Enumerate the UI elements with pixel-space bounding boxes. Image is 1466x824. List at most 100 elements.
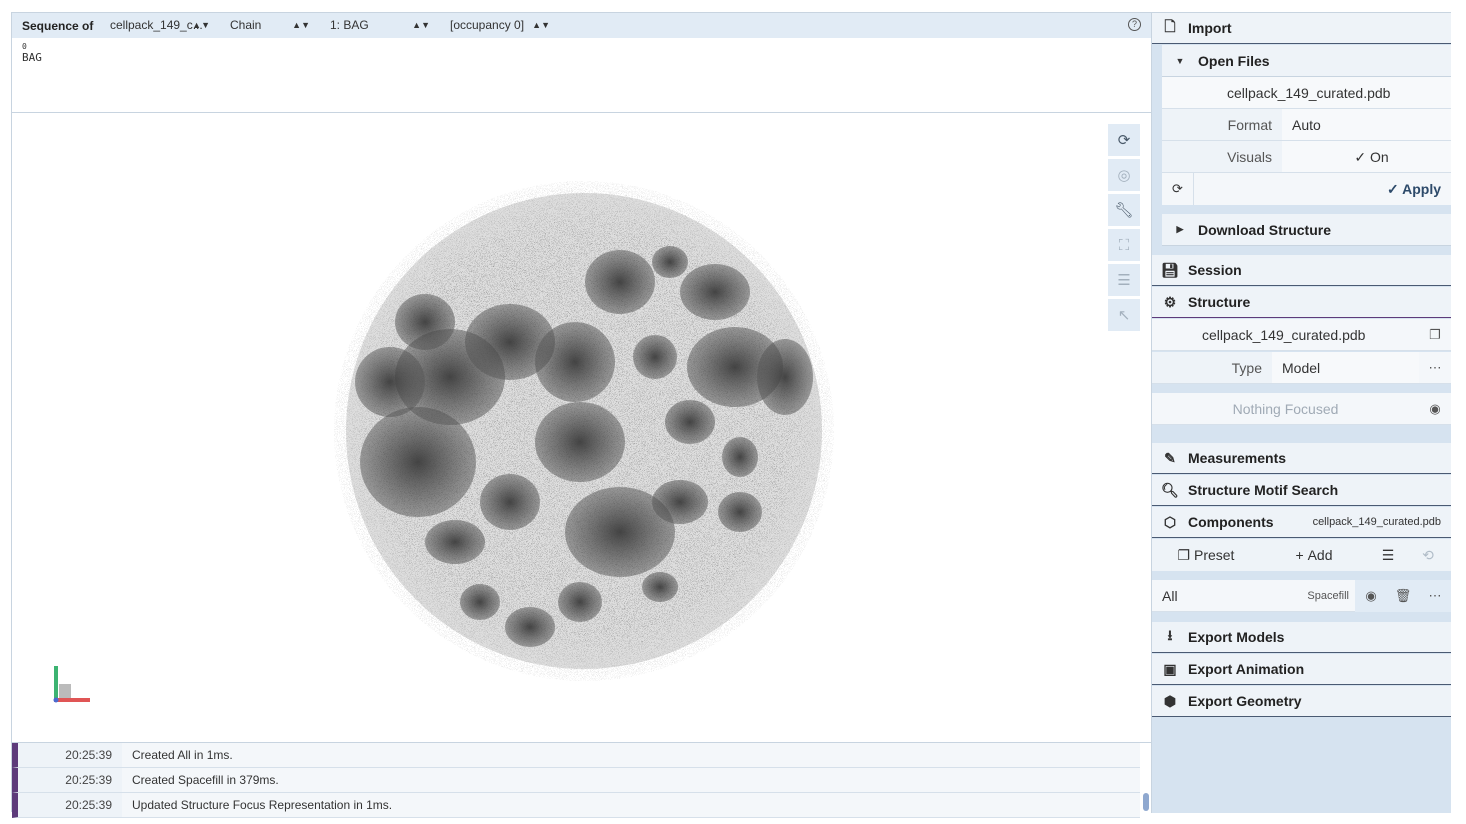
components-file: cellpack_149_curated.pdb xyxy=(1312,516,1441,528)
log-entry: 20:25:39 Created All in 1ms. xyxy=(12,743,1140,768)
add-button[interactable]: + Add xyxy=(1260,539,1368,571)
save-icon: 💾︎ xyxy=(1161,261,1179,278)
viewport-controls: ⟳ ◎ 🔧︎ ⛶ ☰ ↖ xyxy=(1108,124,1140,334)
focus-status: Nothing Focused xyxy=(1232,400,1339,417)
residue-label[interactable]: BAG xyxy=(22,51,42,64)
sequence-panel: Sequence of cellpack_149_c... ▲▼ Chain ▲▼ … xyxy=(12,13,1151,113)
help-icon[interactable]: ? xyxy=(1128,18,1141,31)
chain-select[interactable]: Chain ▲▼ xyxy=(220,13,310,38)
gear-icon: ⚙ xyxy=(1163,293,1177,310)
download-structure-header[interactable]: ▶ Download Structure xyxy=(1162,214,1451,246)
file-icon: 🗋 xyxy=(1164,18,1176,34)
visuals-label: Visuals xyxy=(1162,141,1282,172)
open-files-header[interactable]: ▼ Open Files xyxy=(1162,45,1451,77)
focus-icon[interactable]: ◉ xyxy=(1429,400,1441,416)
add-label: Add xyxy=(1307,547,1333,563)
search-icon: 🔍︎ xyxy=(1161,481,1179,498)
log-entry: 20:25:39 Created Spacefill in 379ms. xyxy=(12,768,1140,793)
3d-viewport[interactable]: ⟳ ◎ 🔧︎ ⛶ ☰ ↖ xyxy=(12,114,1151,742)
session-title: Session xyxy=(1188,262,1242,278)
component-item-all[interactable]: All Spacefill ◉ 🗑︎ ⋯ xyxy=(1152,579,1451,612)
type-label: Type xyxy=(1152,352,1272,383)
check-icon: ✓ xyxy=(1354,149,1370,165)
log-time: 20:25:39 xyxy=(65,798,112,812)
more-options-icon[interactable]: ⋯ xyxy=(1419,579,1451,612)
preset-label: Preset xyxy=(1193,547,1235,563)
download-structure-title: Download Structure xyxy=(1198,221,1332,238)
type-value[interactable]: Model xyxy=(1272,352,1419,383)
refresh-icon[interactable]: ⟳ xyxy=(1162,173,1194,205)
select-arrows-icon: ▲▼ xyxy=(192,20,210,30)
trash-icon[interactable]: 🗑︎ xyxy=(1387,579,1419,612)
more-options-icon[interactable]: ⋯ xyxy=(1428,359,1442,375)
log-time: 20:25:39 xyxy=(65,748,112,762)
reset-camera-icon[interactable]: ⟳ xyxy=(1108,124,1140,156)
open-file-row[interactable]: cellpack_149_curated.pdb xyxy=(1162,77,1451,109)
screenshot-icon[interactable]: ◎ xyxy=(1108,159,1140,191)
film-icon: ▣ xyxy=(1163,660,1177,677)
log-panel: 20:25:39 Created All in 1ms. 20:25:39 Cr… xyxy=(12,742,1151,818)
sequence-toolbar: Sequence of cellpack_149_c... ▲▼ Chain ▲▼ … xyxy=(12,13,1151,38)
structure-file-name: cellpack_149_curated.pdb xyxy=(1202,326,1366,343)
components-header[interactable]: ⬡ Components cellpack_149_curated.pdb xyxy=(1152,507,1451,538)
visuals-row: Visuals ✓ On xyxy=(1162,141,1451,173)
log-scrollbar[interactable] xyxy=(1143,793,1149,811)
sequence-content: 0 BAG xyxy=(22,42,42,65)
session-header[interactable]: 💾︎ Session xyxy=(1152,255,1451,286)
structure-header[interactable]: ⚙ Structure xyxy=(1152,287,1451,318)
format-select[interactable]: Auto xyxy=(1282,109,1451,140)
plus-icon: + xyxy=(1295,547,1304,563)
preset-button[interactable]: ❐ Preset xyxy=(1152,539,1260,571)
visuals-toggle[interactable]: ✓ On xyxy=(1282,141,1451,172)
pointer-icon[interactable]: ↖ xyxy=(1108,299,1140,331)
sequence-label: Sequence of xyxy=(22,18,94,33)
residue-index: 0 xyxy=(22,42,27,51)
components-toolbar: ❐ Preset + Add ☰ ⟲ xyxy=(1152,539,1451,571)
structure-select-value: cellpack_149_c... xyxy=(110,18,203,32)
structure-file-row[interactable]: cellpack_149_curated.pdb ❐ xyxy=(1152,319,1451,351)
fullscreen-icon[interactable]: ⛶ xyxy=(1108,229,1140,261)
entity-select-value: 1: BAG xyxy=(330,18,369,32)
geometry-icon: ⬢ xyxy=(1163,692,1177,709)
settings-sliders-icon[interactable]: ☰ xyxy=(1108,264,1140,296)
occupancy-select[interactable]: [occupancy 0] ▲▼ xyxy=(430,13,550,38)
open-files-title: Open Files xyxy=(1198,52,1270,69)
measurements-title: Measurements xyxy=(1188,450,1287,466)
select-arrows-icon: ▲▼ xyxy=(292,20,310,30)
history-icon[interactable]: ⟲ xyxy=(1422,546,1434,563)
components-title: Components xyxy=(1188,514,1274,530)
eye-icon[interactable]: ◉ xyxy=(1355,579,1387,612)
motif-search-header[interactable]: 🔍︎ Structure Motif Search xyxy=(1152,475,1451,506)
log-time: 20:25:39 xyxy=(65,773,112,787)
bookmark-icon: ❐ xyxy=(1177,546,1191,563)
molecule-render xyxy=(334,181,834,681)
focus-row: Nothing Focused ◉ xyxy=(1152,393,1451,425)
export-animation-header[interactable]: ▣ Export Animation xyxy=(1152,654,1451,685)
export-geometry-title: Export Geometry xyxy=(1188,693,1302,709)
right-panel: 🗋 Import ▼ Open Files cellpack_149_curat… xyxy=(1151,13,1451,813)
settings-sliders-icon[interactable]: ☰ xyxy=(1381,546,1395,563)
import-title: Import xyxy=(1188,20,1232,36)
structure-select[interactable]: cellpack_149_c... ▲▼ xyxy=(110,13,220,38)
log-message: Updated Structure Focus Representation i… xyxy=(122,793,1140,817)
motif-search-title: Structure Motif Search xyxy=(1188,482,1339,498)
format-row: Format Auto xyxy=(1162,109,1451,141)
wrench-icon[interactable]: 🔧︎ xyxy=(1108,194,1140,226)
export-animation-title: Export Animation xyxy=(1188,661,1305,677)
measurements-header[interactable]: ✎ Measurements xyxy=(1152,443,1451,474)
protein-clusters xyxy=(355,246,813,647)
ruler-icon: ✎ xyxy=(1164,449,1176,466)
export-geometry-header[interactable]: ⬢ Export Geometry xyxy=(1152,686,1451,717)
entity-select[interactable]: 1: BAG ▲▼ xyxy=(310,13,430,38)
bookmark-icon[interactable]: ❐ xyxy=(1429,326,1441,342)
component-representation[interactable]: Spacefill xyxy=(1307,589,1349,602)
apply-button[interactable]: ✓ Apply xyxy=(1194,173,1451,205)
structure-title: Structure xyxy=(1188,294,1251,310)
select-arrows-icon: ▲▼ xyxy=(412,20,430,30)
open-file-name: cellpack_149_curated.pdb xyxy=(1162,77,1451,108)
format-label: Format xyxy=(1162,109,1282,140)
export-models-header[interactable]: ⭳ Export Models xyxy=(1152,622,1451,653)
caret-right-icon: ▶ xyxy=(1176,224,1184,234)
import-header[interactable]: 🗋 Import xyxy=(1152,13,1451,44)
check-icon: ✓ xyxy=(1387,181,1403,197)
